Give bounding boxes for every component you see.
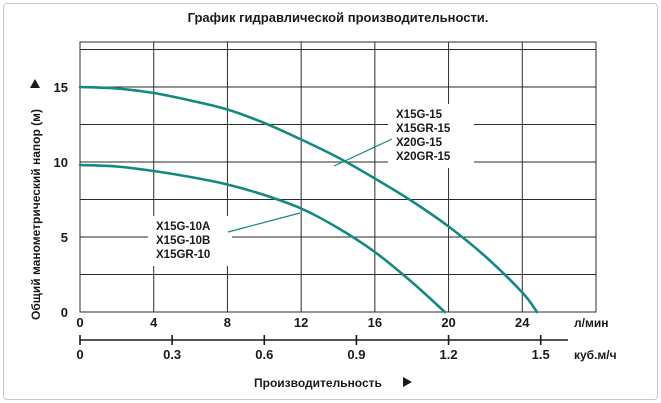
series-label: X15G-15 bbox=[396, 109, 443, 121]
series-label: X20GR-15 bbox=[396, 151, 451, 163]
performance-curves bbox=[78, 85, 539, 314]
secondary-axis-ticks bbox=[79, 335, 542, 345]
annotation-leader-1 bbox=[333, 138, 393, 167]
x-tick-label-lpm: 16 bbox=[368, 315, 382, 330]
y-axis-label: Общий манометрический напор (м) bbox=[29, 109, 43, 320]
y-axis-arrow-icon bbox=[30, 79, 40, 88]
plot-border bbox=[79, 41, 597, 313]
y-axis-title-group: Общий манометрический напор (м) bbox=[29, 79, 43, 320]
series-label: X15G-10A bbox=[156, 221, 210, 233]
x-tick-label-lpm: 20 bbox=[441, 315, 455, 330]
performance-curve-2 bbox=[78, 163, 447, 314]
annotation-box-1 bbox=[388, 104, 474, 168]
chart-title: График гидравлической производительности… bbox=[188, 10, 489, 25]
x-tick-label-lpm: 8 bbox=[224, 315, 231, 330]
y-tick-labels: 0 5 10 15 bbox=[54, 80, 68, 320]
series-label: X15GR-10 bbox=[156, 249, 210, 261]
y-tick-label: 15 bbox=[54, 80, 68, 95]
x-tick-label-lpm: 0 bbox=[76, 315, 83, 330]
y-tick-label: 5 bbox=[61, 230, 68, 245]
x-unit-secondary: куб.м/ч bbox=[574, 348, 617, 362]
performance-curve-1 bbox=[78, 85, 539, 314]
annotation-box-2 bbox=[148, 216, 232, 266]
series-label: X20G-15 bbox=[396, 137, 443, 149]
x-tick-labels-m3h: 0 0.3 0.6 0.9 1.2 1.5 bbox=[76, 347, 549, 362]
x-tick-label-m3h: 0.3 bbox=[163, 347, 181, 362]
curve-annotations: X15G-15 X15GR-15 X20G-15 X20GR-15 X15G-10A X1… bbox=[148, 104, 474, 266]
x-tick-label-lpm: 12 bbox=[294, 315, 308, 330]
y-tick-label: 0 bbox=[61, 305, 68, 320]
x-axis-arrow-icon bbox=[403, 377, 412, 387]
annotation-leader-2 bbox=[227, 212, 301, 233]
plot-grid bbox=[79, 41, 597, 313]
x-tick-label-lpm: 24 bbox=[515, 315, 530, 330]
series-label: X15G-10B bbox=[156, 235, 210, 247]
x-tick-label-m3h: 0 bbox=[76, 347, 83, 362]
x-tick-label-m3h: 1.2 bbox=[440, 347, 458, 362]
x-tick-label-m3h: 1.5 bbox=[532, 347, 550, 362]
chart-frame bbox=[3, 3, 658, 400]
x-axis-label: Производительность bbox=[254, 376, 382, 390]
x-tick-label-lpm: 4 bbox=[150, 315, 158, 330]
x-tick-labels-lpm: 0 4 8 12 16 20 24 bbox=[76, 315, 530, 330]
x-tick-label-m3h: 0.6 bbox=[255, 347, 273, 362]
x-unit-primary: л/мин bbox=[574, 316, 608, 330]
y-tick-label: 10 bbox=[54, 155, 68, 170]
series-label: X15GR-15 bbox=[396, 123, 451, 135]
x-tick-label-m3h: 0.9 bbox=[347, 347, 365, 362]
